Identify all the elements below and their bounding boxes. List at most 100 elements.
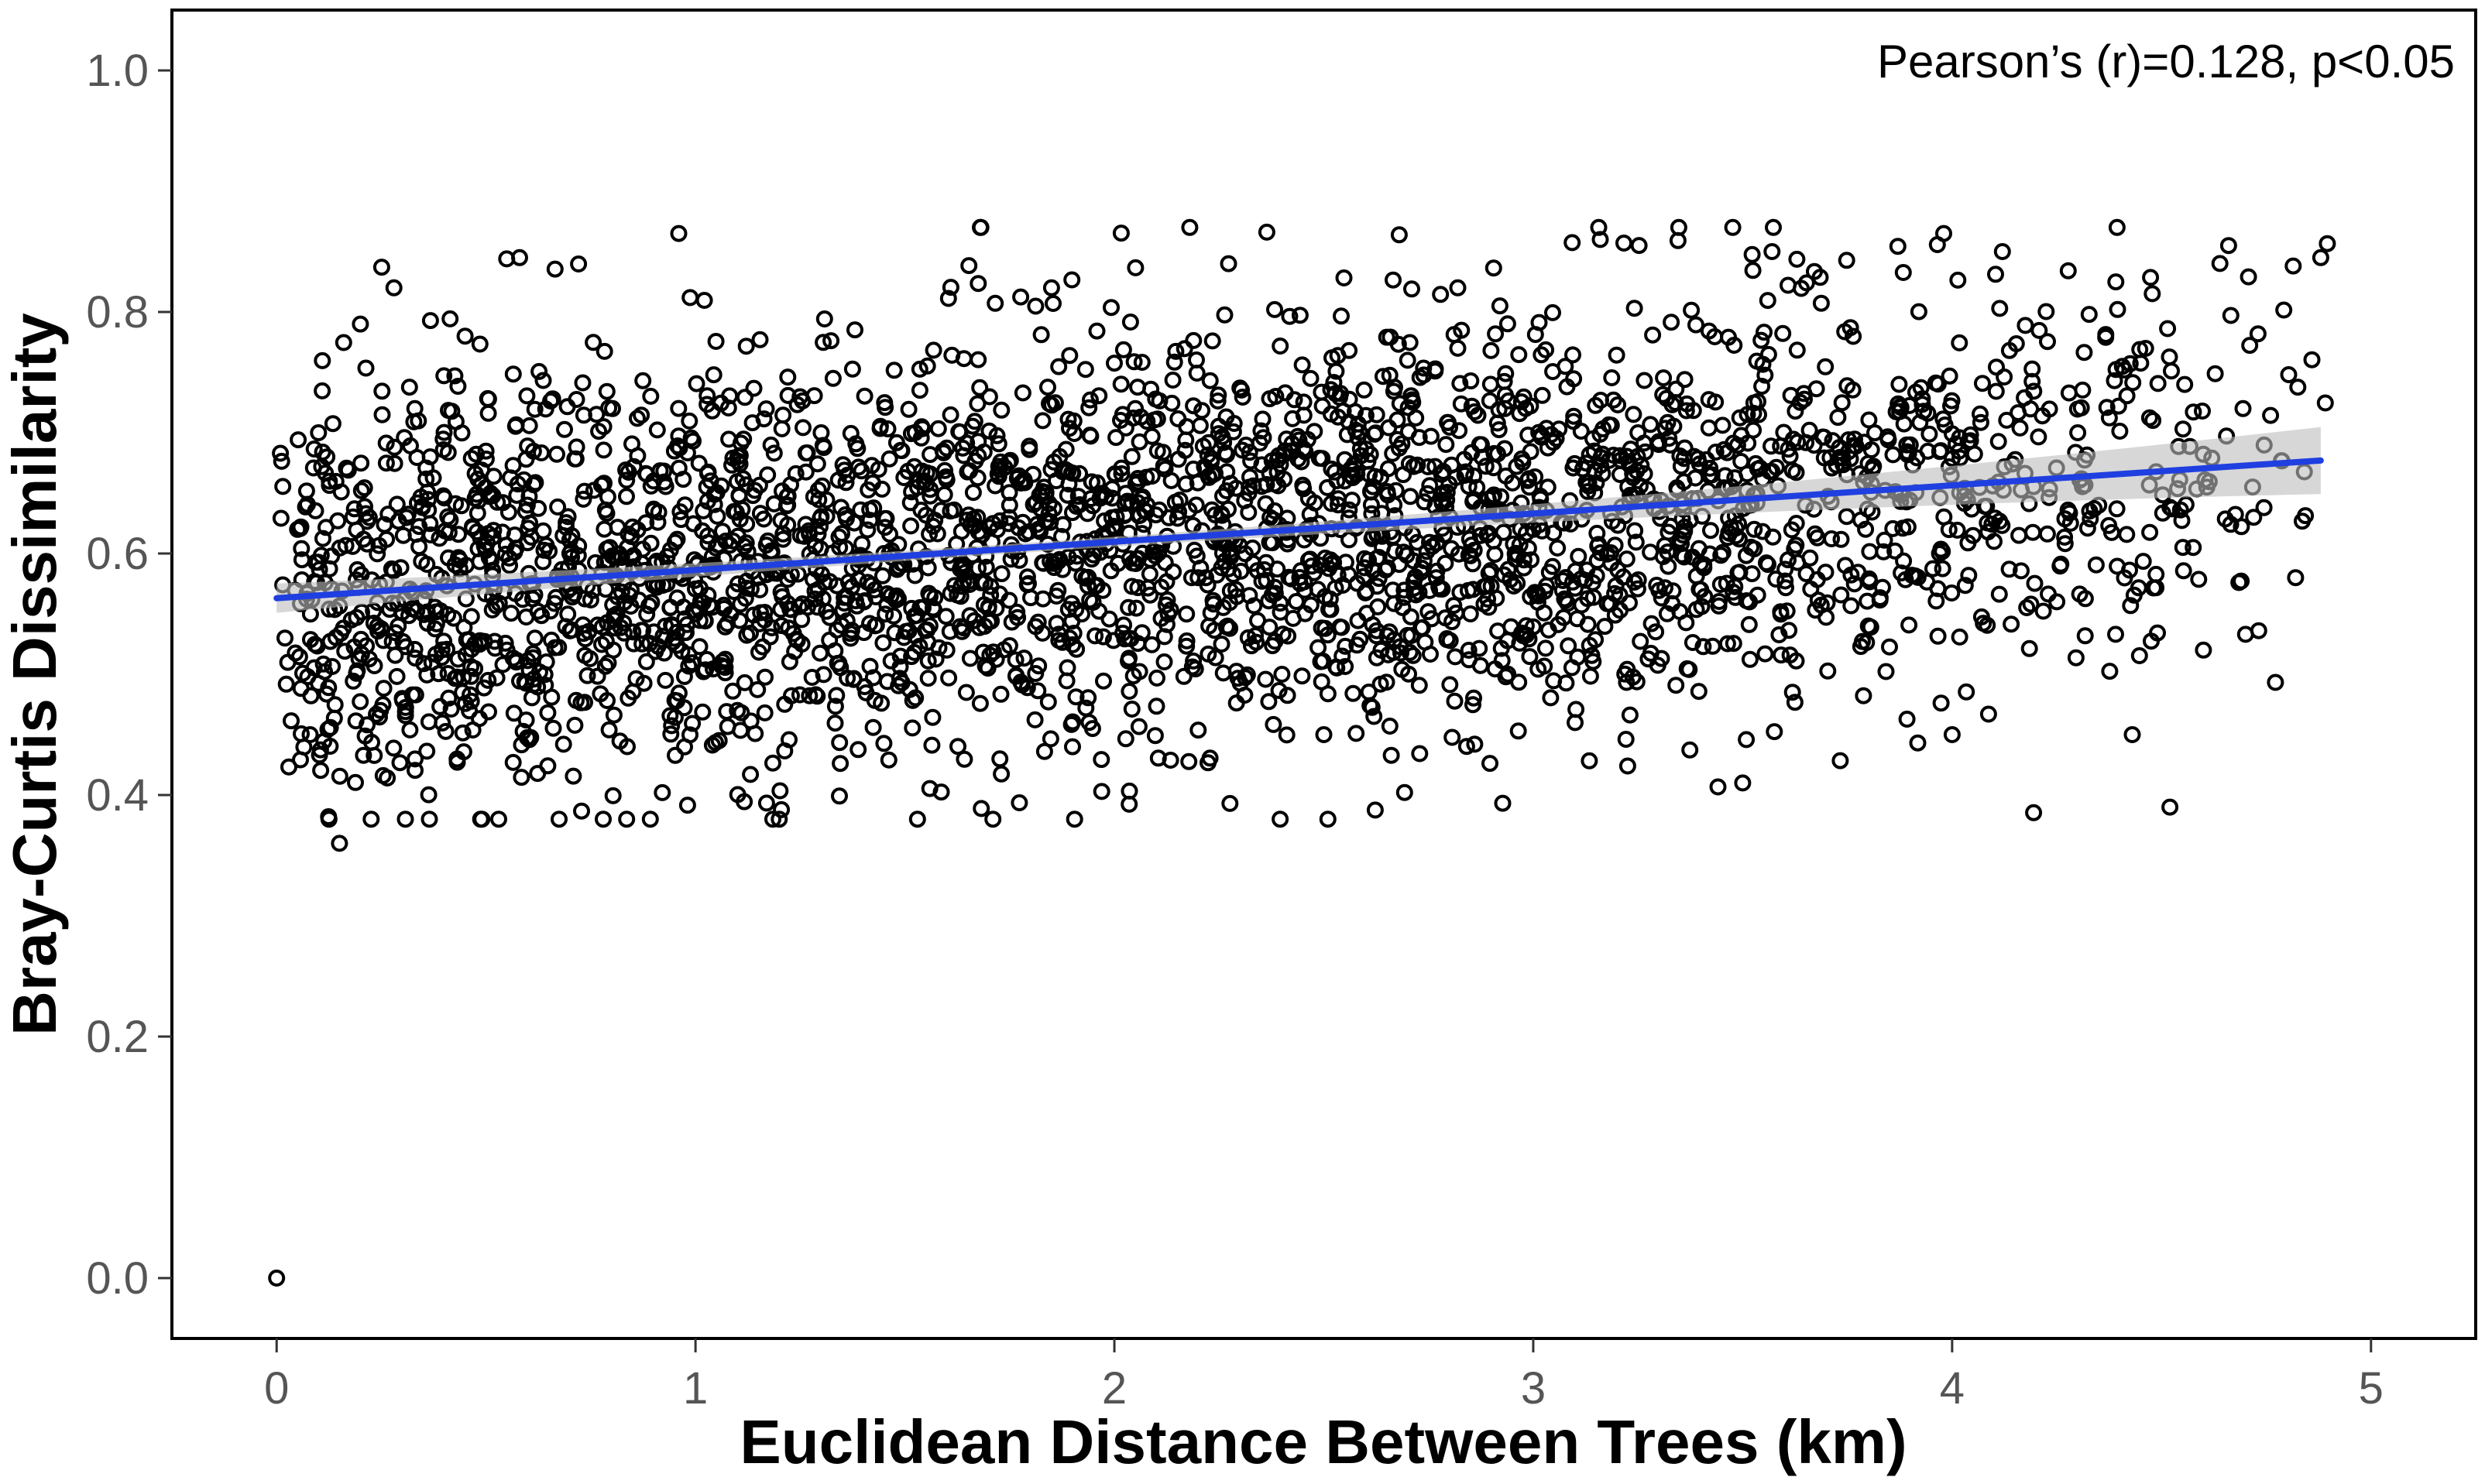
data-point [629,521,647,539]
data-point [1221,619,1239,637]
data-point [1842,597,1860,615]
data-point [655,462,673,480]
data-point [1229,670,1247,687]
data-point [307,502,324,519]
data-point [1509,574,1526,592]
data-point [456,327,474,345]
data-point [1221,594,1238,612]
data-point [1368,577,1386,595]
data-point [2025,382,2043,400]
data-point [1676,439,1694,457]
data-point [1542,689,1560,707]
data-point [2010,526,2028,544]
data-point [2022,595,2040,613]
data-point [1116,630,1134,648]
data-point [940,669,958,687]
data-point [972,574,990,591]
data-point [1455,451,1473,468]
data-point [1369,598,1387,615]
data-point [1900,616,1918,634]
data-point [1237,437,1255,454]
data-point [446,670,464,687]
data-point [320,808,338,825]
data-point [1910,303,1927,320]
data-point [1749,460,1766,478]
data-point [1344,684,1362,702]
data-point [734,470,752,488]
data-point [2076,627,2094,645]
data-point [1497,365,1515,382]
data-point [779,368,797,386]
data-point [1477,458,1495,475]
data-point [1510,346,1528,364]
data-point [1776,560,1794,578]
data-point [2107,273,2125,291]
data-point [1889,238,1907,255]
data-point [539,757,557,775]
data-point [911,473,928,490]
data-point [694,703,712,721]
data-point [469,540,487,557]
data-point [642,387,660,405]
data-point [1745,404,1762,422]
data-point [1042,730,1059,748]
data-point [849,741,867,759]
data-point [1753,378,1771,395]
data-point [1214,664,1232,682]
data-point [2216,510,2234,528]
data-point [1378,627,1396,645]
data-point [2159,320,2177,338]
data-point [377,434,395,452]
data-point [1071,464,1089,482]
data-point [1983,516,2001,533]
data-point [305,440,323,458]
data-point [1434,463,1452,481]
data-point [675,699,693,717]
data-point [441,511,459,529]
data-point [926,589,944,607]
data-point [1484,259,1502,277]
data-point [2072,399,2090,416]
data-point [1266,300,1283,318]
data-point [1460,547,1478,564]
data-point [990,468,1007,485]
data-point [1043,396,1061,414]
data-point [750,643,767,661]
data-point [1093,783,1110,800]
data-point [1780,276,1797,294]
data-point [831,734,849,752]
data-point [1533,346,1550,364]
data-point [867,616,885,634]
data-point [1896,571,1914,588]
data-point [1279,687,1296,704]
data-point [520,488,538,506]
data-point [518,387,536,405]
data-point [314,530,331,547]
data-point [1395,588,1412,606]
data-point [1636,465,1653,482]
data-point [1533,386,1551,404]
data-point [937,608,955,625]
data-point [1175,667,1193,685]
data-point [613,583,630,601]
data-point [1743,245,1761,263]
data-point [362,811,380,828]
data-point [1540,564,1558,581]
data-point [1090,387,1108,405]
data-point [815,666,832,684]
data-point [1388,430,1406,448]
data-point [2171,501,2189,519]
data-point [289,520,307,538]
data-point [406,640,424,658]
data-point [345,500,363,518]
data-point [877,399,894,416]
data-point [1188,365,1206,382]
data-point [719,718,736,735]
data-point [885,362,903,379]
data-point [1335,269,1353,286]
data-point [1292,453,1310,471]
data-point [544,390,561,408]
data-point [1410,677,1428,694]
data-point [335,334,352,351]
data-point [1050,625,1068,643]
